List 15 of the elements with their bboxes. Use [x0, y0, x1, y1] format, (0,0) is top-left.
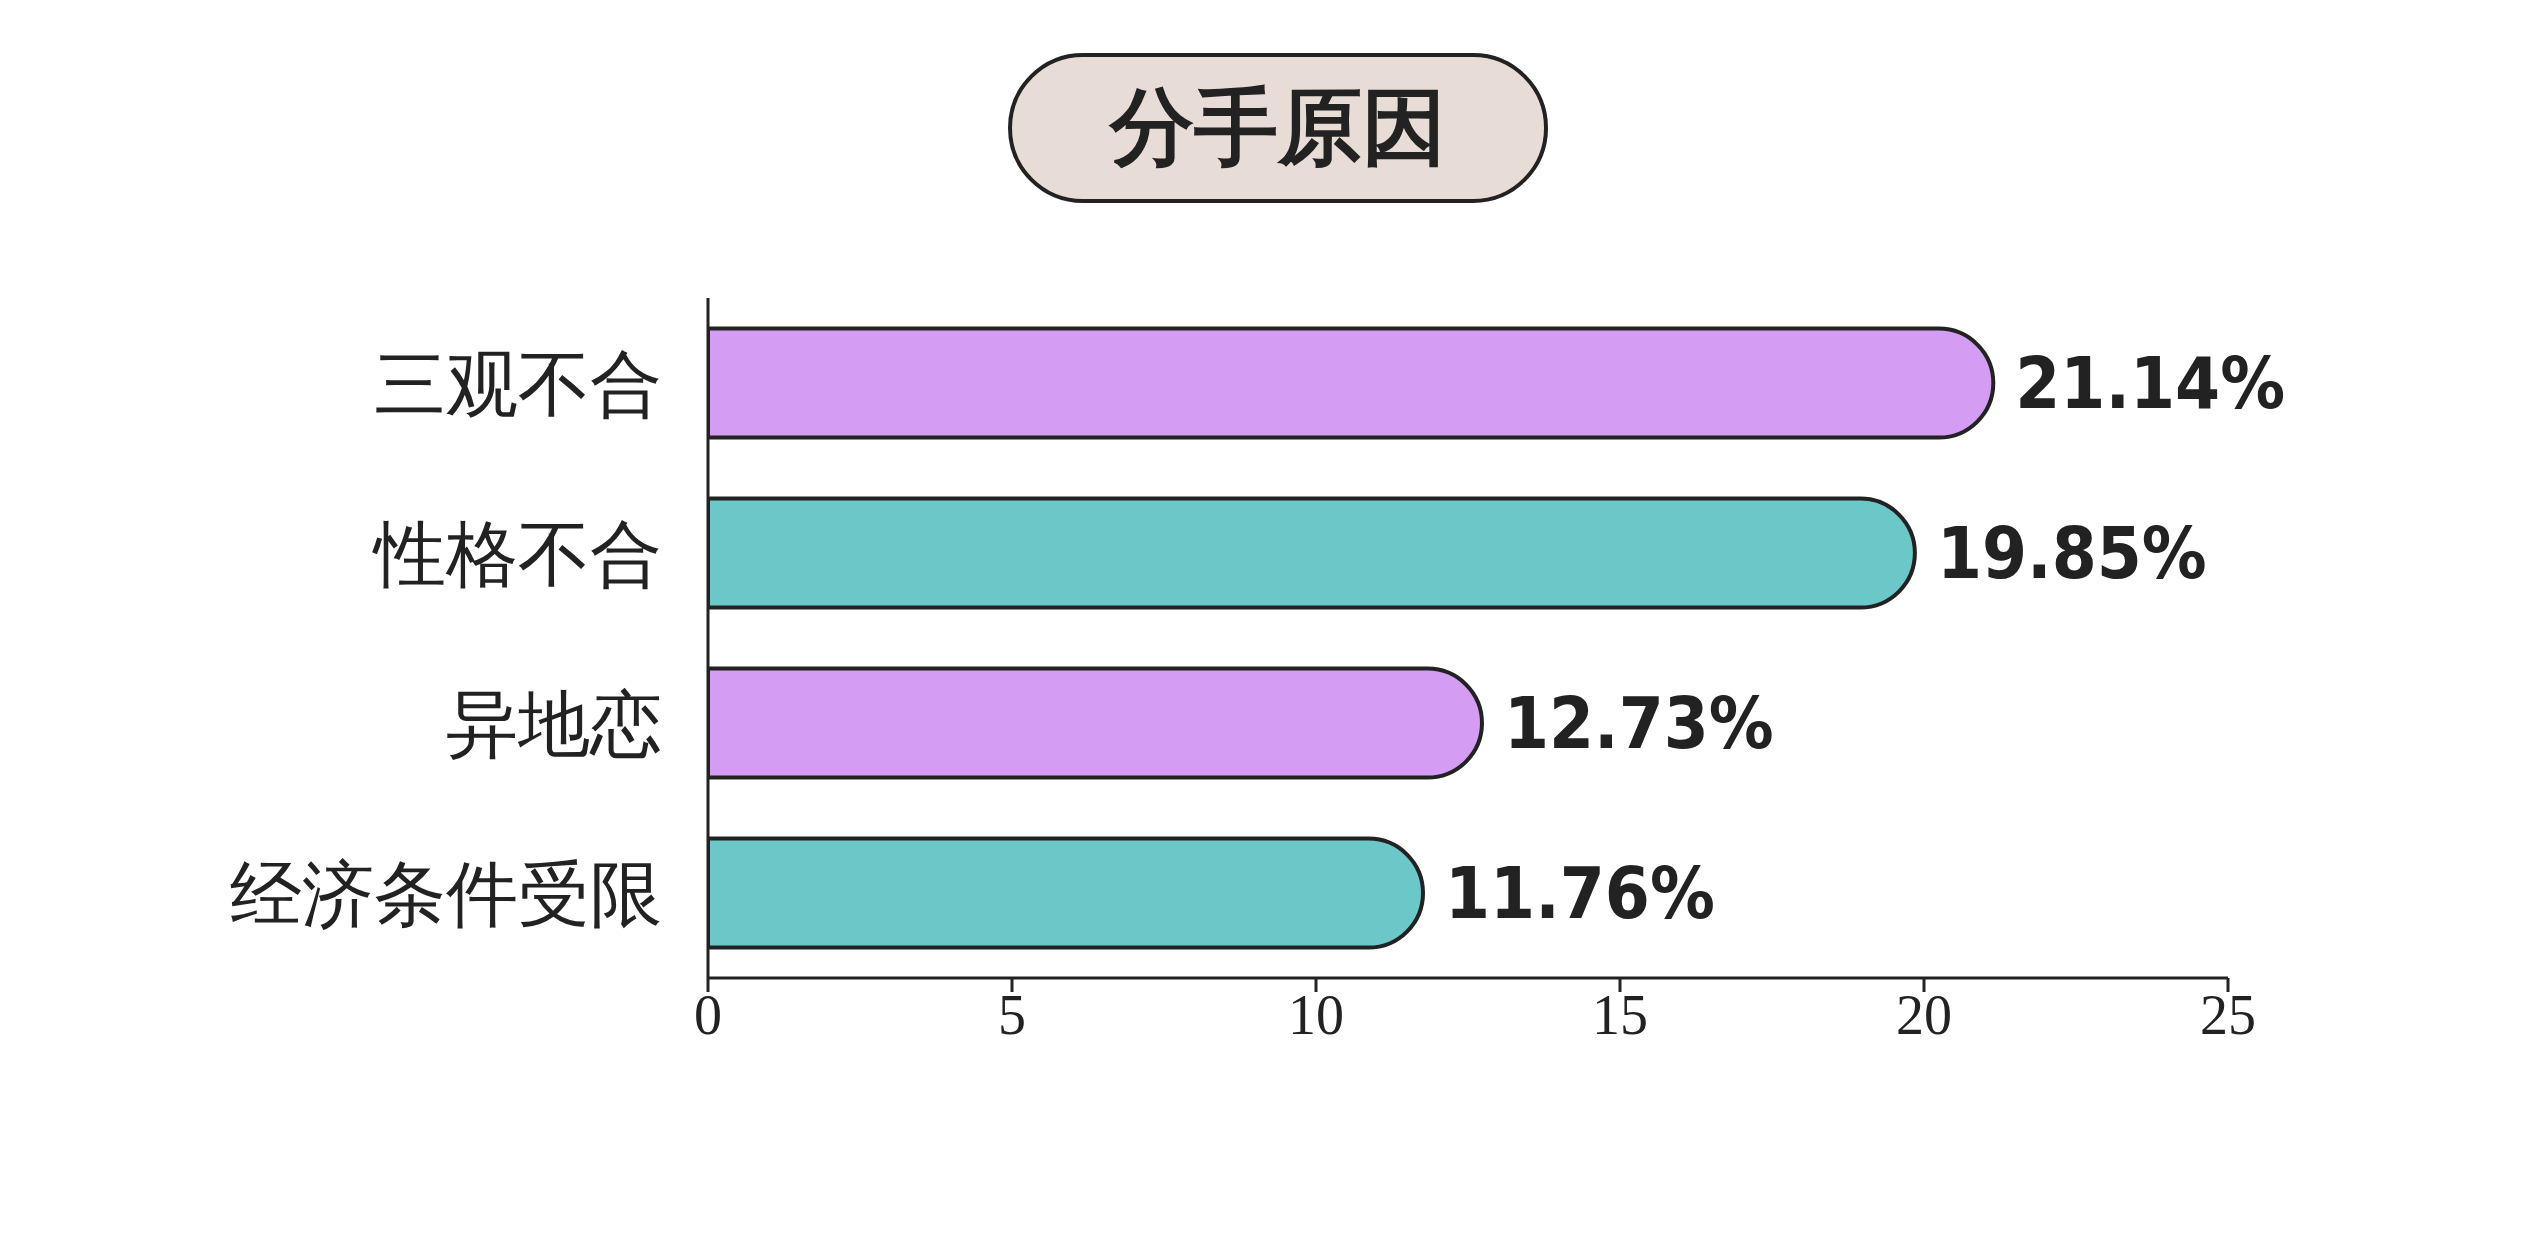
y-tick-label: 性格不合	[372, 511, 662, 596]
y-tick-label: 三观不合	[374, 341, 662, 426]
x-tick-label: 15	[1592, 983, 1648, 1046]
x-tick-label: 25	[2200, 983, 2256, 1046]
data-label: 12.73%	[1503, 681, 1774, 766]
data-label: 21.14%	[2015, 341, 2286, 426]
x-tick-label: 5	[998, 983, 1026, 1046]
y-tick-label: 异地恋	[446, 681, 662, 766]
x-tick-label: 0	[694, 983, 722, 1046]
chart-title: 分手原因	[1008, 53, 1548, 203]
y-tick-label: 经济条件受限	[230, 851, 662, 936]
x-tick-label: 10	[1288, 983, 1344, 1046]
data-label: 19.85%	[1936, 511, 2207, 596]
data-label: 11.76%	[1445, 851, 1715, 936]
x-tick-label: 20	[1896, 983, 1952, 1046]
